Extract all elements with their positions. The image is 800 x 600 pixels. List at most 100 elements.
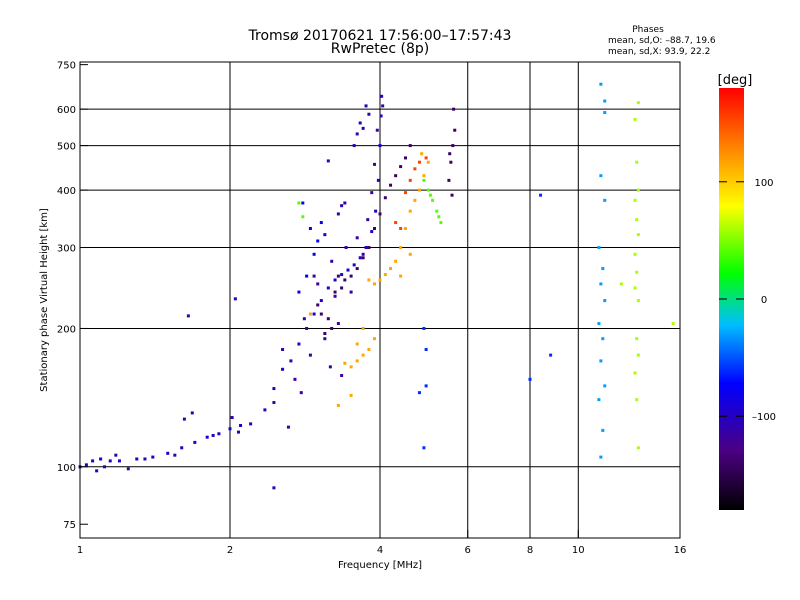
data-point [373,282,377,286]
data-point [601,337,605,341]
data-points [78,82,675,490]
data-point [599,282,603,286]
data-point [633,198,637,202]
y-tick-label: 500 [57,142,76,153]
data-point [370,230,374,234]
y-axis-label: Stationary phase Virtual Height [km] [39,208,50,392]
x-tick-label: 4 [377,545,383,556]
x-tick-label: 8 [527,545,533,556]
data-point [352,144,356,148]
data-point [408,209,412,213]
x-axis-label: Frequency [MHz] [338,560,422,571]
data-point [437,215,441,219]
data-point [249,422,253,426]
data-point [239,423,243,427]
data-point [370,191,374,195]
data-point [603,111,607,115]
data-point [358,256,362,260]
data-point [352,263,356,267]
data-point [403,191,407,195]
colorbar-tick-label: 100 [754,178,773,189]
data-point [374,209,378,213]
data-point [297,201,301,205]
data-point [228,427,232,431]
data-point [286,425,290,429]
data-point [383,273,387,277]
chart-subtitle: RwPretec (8p) [331,41,429,57]
data-point [417,391,421,395]
data-point [413,198,417,202]
data-point [399,227,403,231]
y-tick-label: 200 [57,324,76,335]
data-point [399,274,403,278]
data-point [301,215,305,219]
data-point [636,353,640,357]
y-axis: 75 100 200 300 400 500 600 750 [57,61,88,531]
data-point [399,165,403,169]
x-tick-label: 2 [227,545,233,556]
data-point [217,432,221,436]
data-point [375,128,379,132]
data-point [378,144,382,148]
data-point [408,252,412,256]
data-point [528,377,532,381]
data-point [299,391,303,395]
data-point [108,459,112,463]
data-point [173,453,177,457]
colorbar-label: [deg] [718,73,753,88]
data-point [323,337,327,341]
x-tick-label: 6 [465,545,471,556]
data-point [281,367,285,371]
data-point [380,94,384,98]
y-tick-label: 300 [57,244,76,255]
data-point [422,326,426,330]
data-point [330,326,334,330]
data-point [379,114,383,118]
data-point [143,457,147,461]
data-point [603,198,607,202]
data-point [301,201,305,205]
data-point [603,299,607,303]
data-point [373,337,377,341]
data-point [99,457,103,461]
data-point [305,274,309,278]
data-point [635,160,639,164]
data-point [394,221,398,225]
y-tick-label: 750 [57,61,76,72]
data-point [272,486,276,490]
data-point [297,342,301,346]
data-point [403,156,407,160]
data-point [205,435,209,439]
data-point [190,411,194,415]
data-point [349,393,353,397]
x-tick-label: 10 [572,545,585,556]
data-point [326,317,330,321]
data-point [420,152,424,156]
data-point [289,359,293,363]
data-point [126,467,130,471]
data-point [549,353,553,357]
data-point [343,361,347,365]
data-point [326,286,330,290]
data-point [389,267,393,271]
x-tick-label: 1 [77,545,83,556]
data-point [364,246,368,250]
colorbar-ticks: 100 0 –100 [719,178,776,423]
data-point [272,387,276,391]
data-point [426,160,430,164]
stats-x-line: mean, sd,X: 93.9, 22.2 [608,47,710,57]
data-point [263,408,267,412]
data-point [343,201,347,205]
data-point [636,299,640,303]
data-point [316,282,320,286]
data-point [408,144,412,148]
data-point [302,317,306,321]
data-point [319,299,323,303]
data-point [452,107,456,111]
data-point [312,312,316,316]
data-point [597,322,601,326]
data-point [453,128,457,132]
data-point [447,178,451,182]
data-point [394,259,398,263]
data-point [95,469,99,473]
